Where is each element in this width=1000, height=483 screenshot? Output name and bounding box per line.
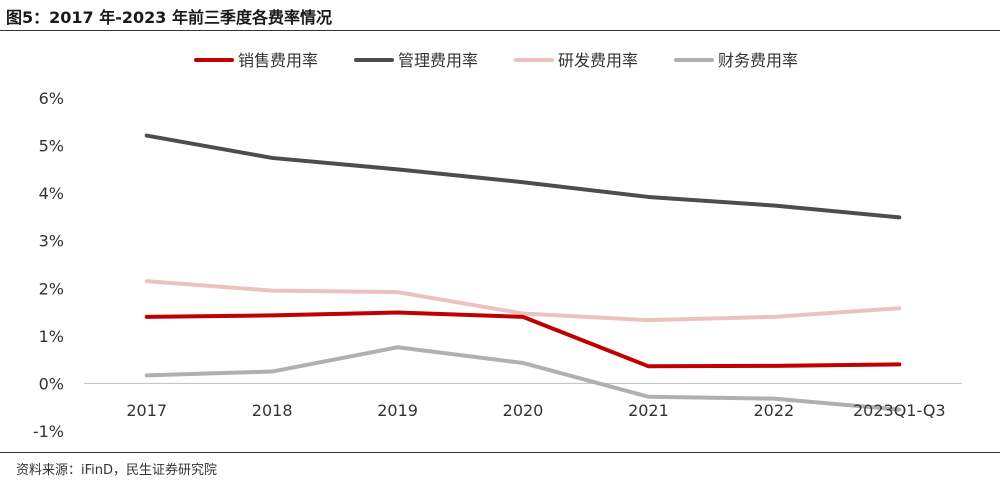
x-tick-label: 2018: [252, 401, 293, 420]
x-tick-label: 2019: [377, 401, 418, 420]
legend-label: 管理费用率: [398, 51, 478, 70]
x-tick-label: 2023Q1-Q3: [853, 401, 946, 420]
legend-label: 财务费用率: [718, 51, 798, 70]
y-tick-label: -1%: [33, 422, 64, 441]
top-divider: [0, 30, 1000, 31]
y-axis-tick-labels: -1% 0% 1% 2% 3% 4% 5% 6%: [33, 89, 64, 441]
legend-label: 研发费用率: [558, 51, 638, 70]
figure-title: 图5：2017 年-2023 年前三季度各费率情况: [6, 8, 332, 27]
y-tick-label: 0%: [39, 374, 64, 393]
series-line: [144, 133, 902, 220]
source-note: 资料来源：iFinD，民生证券研究院: [16, 463, 218, 478]
x-tick-label: 2021: [628, 401, 669, 420]
series-lines: [144, 133, 902, 412]
series-line: [144, 310, 902, 369]
y-tick-label: 1%: [39, 327, 64, 346]
x-tick-label: 2020: [503, 401, 544, 420]
bottom-divider: [0, 452, 1000, 453]
series-line: [144, 279, 902, 323]
x-tick-label: 2022: [753, 401, 794, 420]
chart-legend: 销售费用率 管理费用率 研发费用率 财务费用率: [194, 51, 798, 70]
y-tick-label: 3%: [39, 232, 64, 251]
y-tick-label: 5%: [39, 137, 64, 156]
y-tick-label: 4%: [39, 184, 64, 203]
legend-label: 销售费用率: [238, 51, 318, 70]
x-tick-label: 2017: [126, 401, 167, 420]
series-line: [144, 345, 902, 412]
y-tick-label: 2%: [39, 279, 64, 298]
x-axis-tick-labels: 2017 2018 2019 2020 2021 2022 2023Q1-Q3: [126, 401, 945, 420]
y-tick-label: 6%: [39, 89, 64, 108]
